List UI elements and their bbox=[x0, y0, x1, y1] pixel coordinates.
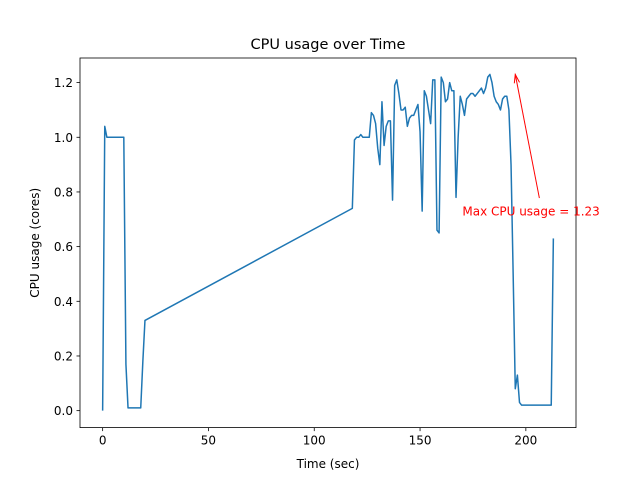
y-tick-label: 0.6 bbox=[54, 240, 73, 254]
plot-area bbox=[101, 73, 555, 411]
x-tick-label: 150 bbox=[409, 434, 432, 448]
chart-title: CPU usage over Time bbox=[251, 37, 406, 53]
x-tick-label: 200 bbox=[514, 434, 537, 448]
y-tick-label: 0.4 bbox=[54, 295, 73, 309]
annotation-arrow bbox=[514, 74, 540, 199]
max-annotation: Max CPU usage = 1.23 bbox=[462, 72, 600, 219]
y-tick-label: 0.0 bbox=[54, 404, 73, 418]
series-line-0 bbox=[101, 73, 555, 411]
x-tick-label: 100 bbox=[303, 434, 326, 448]
annotation-label: Max CPU usage = 1.23 bbox=[462, 205, 599, 219]
x-tick-label: 0 bbox=[99, 434, 107, 448]
y-tick-label: 0.2 bbox=[54, 349, 73, 363]
y-axis-label: CPU usage (cores) bbox=[28, 188, 42, 298]
y-axis-ticks: 0.0 0.2 0.4 0.6 0.8 1.0 1.2 bbox=[54, 76, 80, 418]
annotation-arrowhead bbox=[513, 72, 520, 84]
y-tick-label: 1.2 bbox=[54, 76, 73, 90]
x-tick-label: 50 bbox=[201, 434, 216, 448]
y-tick-label: 0.8 bbox=[54, 185, 73, 199]
x-axis-label: Time (sec) bbox=[296, 457, 360, 471]
x-axis-ticks: 0 50 100 150 200 bbox=[99, 427, 537, 448]
axes-frame bbox=[79, 57, 577, 429]
y-tick-label: 1.0 bbox=[54, 131, 73, 145]
